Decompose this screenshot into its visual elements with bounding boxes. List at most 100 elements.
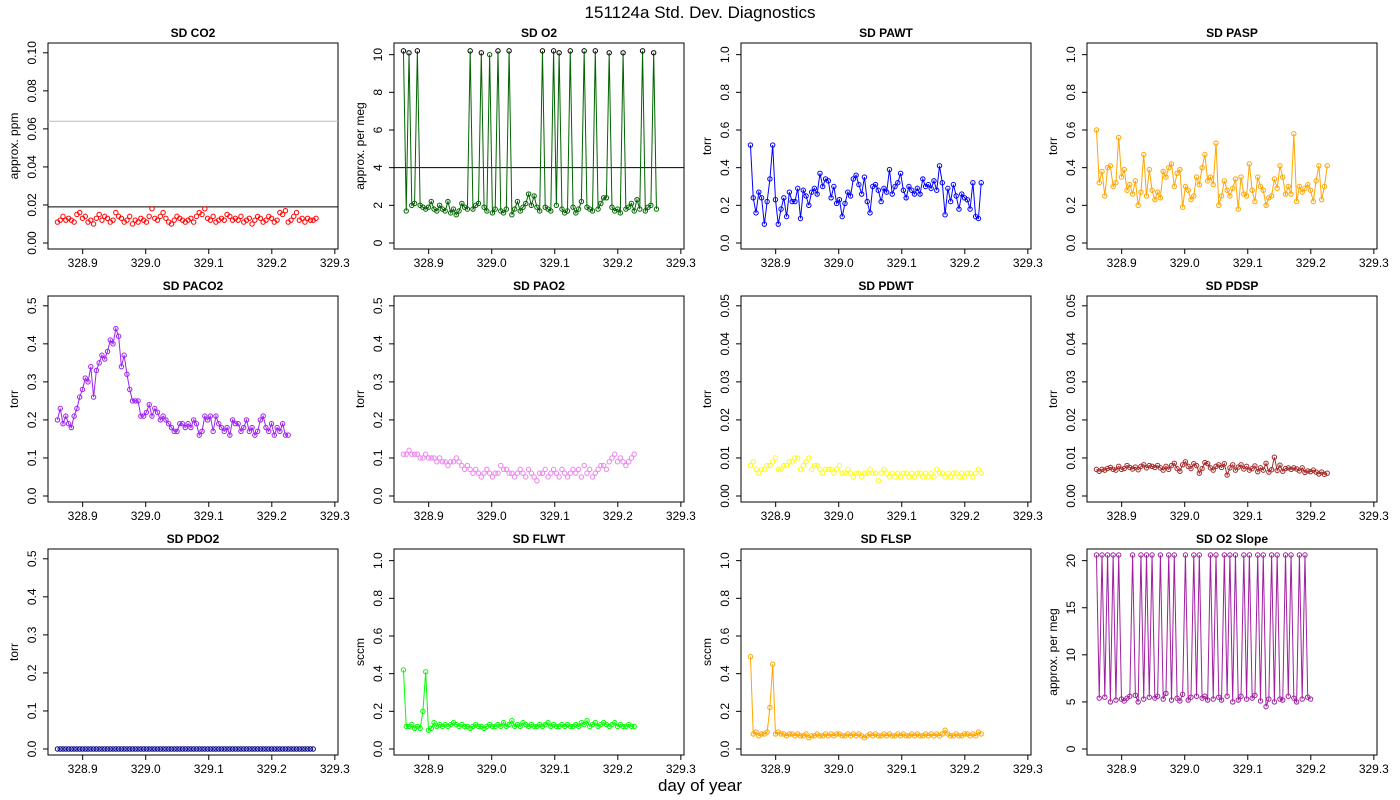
data-point: [221, 217, 227, 223]
data-point: [445, 198, 451, 205]
data-point: [769, 142, 776, 148]
data-point: [310, 746, 316, 752]
data-point: [1113, 697, 1119, 703]
data-point: [1160, 696, 1166, 702]
data-point: [542, 466, 548, 473]
data-point: [1179, 691, 1186, 698]
data-point: [96, 211, 102, 218]
data-point: [118, 363, 125, 370]
data-point: [157, 213, 164, 220]
y-tick-label: 0.8: [371, 590, 385, 607]
data-point: [434, 208, 440, 214]
data-point: [124, 746, 130, 752]
data-point: [747, 654, 754, 660]
data-point: [897, 170, 904, 177]
data-point: [559, 466, 565, 473]
data-point: [953, 470, 959, 476]
data-point: [1285, 693, 1291, 699]
data-point: [928, 470, 934, 476]
data-point: [124, 217, 130, 223]
data-point: [1193, 462, 1200, 469]
data-point: [1121, 166, 1127, 173]
y-tick-label: 1.0: [1064, 46, 1078, 63]
x-tick-label: 329.1: [887, 762, 917, 776]
x-tick-label: 329.1: [540, 762, 570, 776]
y-tick-label: 20: [1064, 554, 1078, 568]
series-line: [749, 656, 982, 739]
data-point: [1096, 180, 1102, 186]
y-tick-label: 0.00: [1064, 484, 1078, 508]
data-point: [772, 455, 779, 461]
data-point: [403, 208, 409, 214]
data-point: [567, 723, 573, 730]
data-point: [525, 466, 532, 473]
data-point: [956, 733, 962, 739]
data-point: [564, 208, 571, 214]
x-tick-label: 329.1: [194, 509, 224, 523]
y-tick-label: 0.4: [25, 335, 39, 352]
data-point: [1224, 693, 1230, 699]
data-point: [1249, 465, 1255, 472]
data-point: [1280, 468, 1286, 474]
data-point: [157, 746, 164, 752]
data-point: [121, 352, 127, 358]
data-point: [764, 729, 770, 735]
data-point: [828, 195, 834, 201]
data-point: [204, 417, 211, 423]
data-point: [102, 356, 108, 362]
data-point: [165, 421, 172, 427]
data-point: [545, 474, 551, 480]
data-point: [1110, 183, 1116, 190]
x-tick-label: 329.2: [950, 762, 980, 776]
data-point: [598, 462, 604, 469]
data-point: [1132, 464, 1139, 470]
data-point: [107, 337, 113, 343]
panel-title: SD PDWT: [858, 279, 914, 293]
data-point: [417, 455, 423, 461]
data-point: [232, 746, 239, 752]
data-point: [509, 718, 515, 724]
panel-sd-pdo2: SD PDO2 0.0 0.1 0.2 0.3 0.4 0.5 torr 328.9 329.0 3…: [7, 532, 350, 776]
data-point: [767, 704, 773, 711]
data-point: [1268, 467, 1275, 473]
data-point: [625, 459, 632, 465]
data-point: [1154, 693, 1161, 699]
data-point: [90, 394, 97, 400]
x-tick-label: 328.9: [68, 509, 98, 523]
y-tick-label: 0.04: [25, 155, 39, 179]
y-tick-label: 0.00: [25, 231, 39, 255]
data-point: [138, 413, 144, 419]
data-point: [1096, 695, 1102, 701]
x-tick-label: 329.3: [1013, 256, 1043, 270]
data-point: [425, 455, 432, 461]
y-tick-label: 0.2: [25, 411, 39, 428]
data-point: [536, 470, 543, 476]
panel-title: SD PASP: [1206, 26, 1258, 40]
data-point: [584, 470, 590, 476]
data-point: [539, 470, 546, 476]
data-point: [875, 478, 882, 484]
data-point: [1252, 692, 1258, 699]
data-point: [182, 424, 189, 431]
data-point: [931, 178, 937, 184]
data-point: [82, 375, 88, 381]
data-point: [956, 206, 962, 212]
data-point: [168, 746, 175, 752]
data-point: [193, 421, 200, 427]
y-tick-label: 0.4: [718, 665, 732, 682]
data-point: [448, 210, 454, 216]
data-point: [581, 48, 587, 54]
data-point: [883, 470, 890, 476]
data-point: [428, 198, 434, 205]
data-layer: [747, 654, 984, 741]
data-point: [210, 428, 216, 435]
data-point: [160, 746, 166, 752]
data-point: [146, 402, 152, 408]
data-point: [224, 746, 230, 752]
data-point: [761, 466, 768, 473]
data-point: [104, 348, 111, 355]
data-point: [202, 413, 208, 419]
data-point: [135, 398, 141, 404]
data-point: [165, 746, 172, 752]
data-point: [1168, 697, 1175, 703]
